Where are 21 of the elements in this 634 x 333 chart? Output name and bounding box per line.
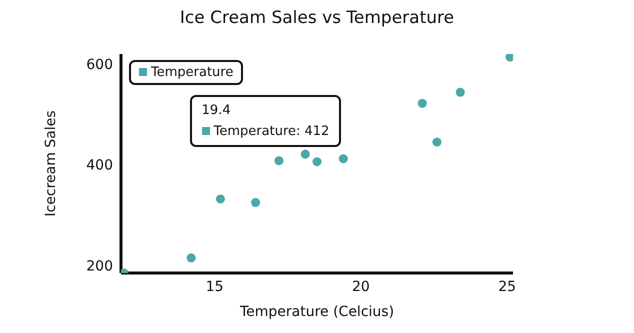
x-axis-title: Temperature (Celcius) [238, 304, 394, 320]
y-tick-label: 600 [86, 57, 113, 74]
point [300, 150, 310, 159]
x-tick-label: 20 [352, 278, 370, 295]
x-tick-label: 15 [206, 278, 224, 295]
point [338, 154, 348, 164]
x-tick-label: 25 [498, 278, 516, 295]
annotation: 19.4 Temperature: 412 [202, 102, 330, 139]
chart-title: Ice Cream Sales vs Temperature [178, 8, 456, 28]
point [312, 157, 322, 166]
point [251, 198, 260, 208]
point [456, 88, 465, 97]
y-tick-label: 400 [86, 158, 113, 174]
y-tick-label: 200 [86, 258, 113, 274]
point [432, 138, 442, 147]
point [274, 156, 284, 166]
y-axis-title: Icecream Sales [42, 110, 59, 217]
legend-label: Temperature [150, 65, 234, 80]
point [418, 98, 427, 108]
point [186, 253, 196, 262]
point [216, 194, 225, 204]
